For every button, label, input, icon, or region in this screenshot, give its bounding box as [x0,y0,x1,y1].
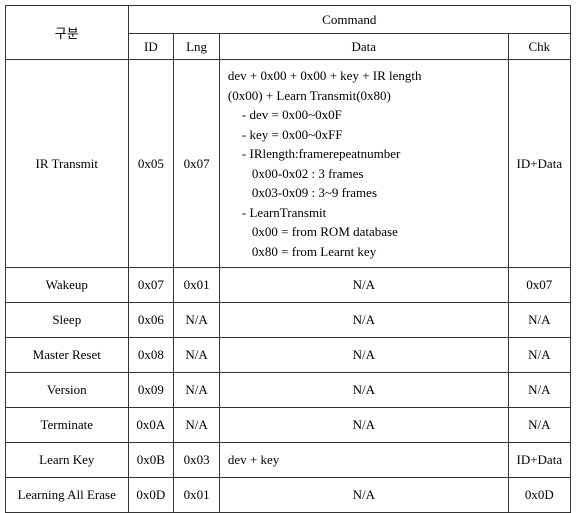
data-line: - LearnTransmit [228,203,500,223]
row-data: N/A [219,408,508,443]
data-line: 0x00 = from ROM database [228,222,500,242]
row-data: dev + key [219,443,508,478]
row-chk: N/A [508,408,570,443]
row-chk: N/A [508,303,570,338]
row-name: Master Reset [6,338,129,373]
row-lng: 0x03 [174,443,220,478]
row-id: 0x07 [128,268,174,303]
row-id: 0x08 [128,338,174,373]
header-command: Command [128,6,570,34]
row-name: Learn Key [6,443,129,478]
command-table: 구분 Command ID Lng Data Chk IR Transmit 0… [5,5,571,513]
row-lng: 0x07 [174,60,220,268]
row-chk: N/A [508,338,570,373]
row-data: N/A [219,478,508,513]
row-data: N/A [219,373,508,408]
row-lng: N/A [174,303,220,338]
row-data: dev + 0x00 + 0x00 + key + IR length (0x0… [219,60,508,268]
row-id: 0x05 [128,60,174,268]
row-id: 0x0B [128,443,174,478]
row-chk: 0x0D [508,478,570,513]
row-name: Terminate [6,408,129,443]
row-data: N/A [219,303,508,338]
row-name: Version [6,373,129,408]
row-id: 0x0A [128,408,174,443]
row-chk: ID+Data [508,60,570,268]
row-id: 0x09 [128,373,174,408]
row-lng: N/A [174,408,220,443]
row-lng: N/A [174,338,220,373]
header-gubun: 구분 [6,6,129,60]
data-line: 0x80 = from Learnt key [228,242,500,262]
header-data: Data [219,34,508,60]
row-data: N/A [219,268,508,303]
row-name: Learning All Erase [6,478,129,513]
row-lng: 0x01 [174,268,220,303]
data-line: dev + 0x00 + 0x00 + key + IR length [228,66,500,86]
row-name: Sleep [6,303,129,338]
data-line: - key = 0x00~0xFF [228,125,500,145]
header-lng: Lng [174,34,220,60]
row-data: N/A [219,338,508,373]
row-chk: N/A [508,373,570,408]
row-chk: 0x07 [508,268,570,303]
data-line: - dev = 0x00~0x0F [228,105,500,125]
header-chk: Chk [508,34,570,60]
row-name: Wakeup [6,268,129,303]
row-id: 0x06 [128,303,174,338]
row-lng: 0x01 [174,478,220,513]
data-line: - IRlength:framerepeatnumber [228,144,500,164]
row-name: IR Transmit [6,60,129,268]
data-line: (0x00) + Learn Transmit(0x80) [228,86,500,106]
row-chk: ID+Data [508,443,570,478]
row-lng: N/A [174,373,220,408]
data-line: 0x00-0x02 : 3 frames [228,164,500,184]
row-id: 0x0D [128,478,174,513]
data-line: 0x03-0x09 : 3~9 frames [228,183,500,203]
header-id: ID [128,34,174,60]
